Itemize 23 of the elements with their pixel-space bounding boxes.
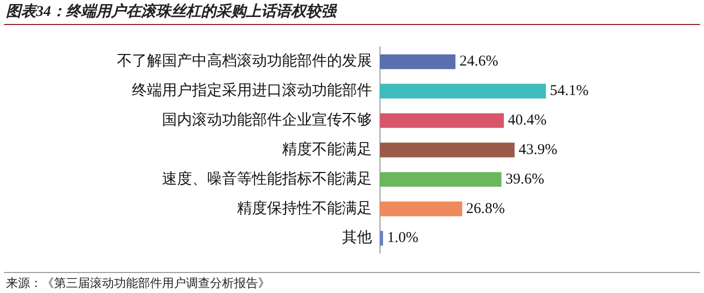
bar: [380, 54, 456, 70]
data-label: 24.6%: [459, 54, 498, 70]
bar: [380, 113, 504, 128]
data-label: 39.6%: [505, 171, 544, 188]
data-label: 26.8%: [466, 200, 505, 217]
bar: [380, 230, 384, 246]
bar: [380, 202, 462, 216]
y-tick-label: 精度不能满足: [282, 140, 372, 158]
data-label: 54.1%: [550, 83, 589, 100]
data-label: 1.0%: [387, 230, 418, 246]
text: 图表34：终端用户在滚珠丝杠的采购上话语权较强: [6, 2, 336, 21]
y-tick-label: 国内滚动功能部件企业宣传不够: [162, 112, 372, 129]
data-label: 40.4%: [508, 112, 547, 129]
source-note: 来源：《第三届滚动功能部件用户调查分析报告》: [6, 275, 270, 292]
bar: [380, 142, 515, 158]
bar: [380, 172, 502, 187]
data-label: 43.9%: [518, 142, 558, 158]
y-tick-label: 不了解国产中高档滚动功能部件的发展: [117, 52, 372, 70]
y-tick-label: 精度保持性不能满足: [237, 200, 372, 217]
bar: [380, 84, 546, 98]
y-tick-label: 其他: [342, 229, 372, 246]
y-tick-label: 速度、噪音等性能指标不能满足: [162, 170, 372, 188]
y-tick-label: 终端用户指定采用进口滚动功能部件: [132, 82, 372, 100]
